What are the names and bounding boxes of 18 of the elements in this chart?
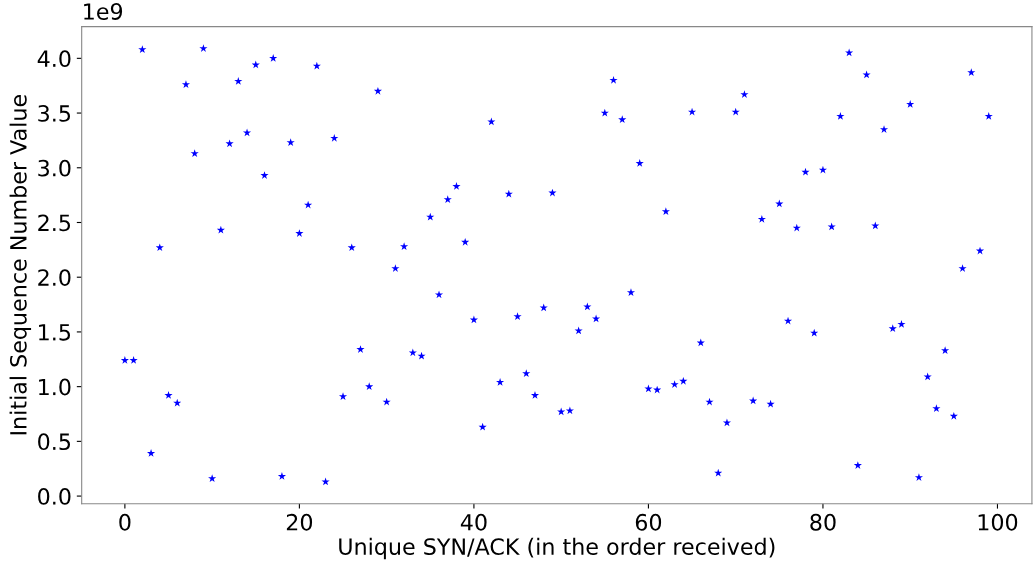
y-tick-label: 3.0 [38,159,71,177]
text: 1e9 [84,3,123,20]
x-tick-label: 60 [635,513,662,531]
x-tick-label: 40 [460,513,487,531]
x-tick-label: 100 [978,513,1018,531]
x-tick-label: 0 [119,513,131,531]
y-axis-title: Initial Sequence Number Value [9,95,32,435]
y-tick-label: 1.5 [39,324,71,341]
y-tick-label: 3.5 [38,105,71,122]
y-tick-label: 2.0 [38,269,71,286]
x-tick-label: 20 [286,513,313,531]
y-tick-label: 4.0 [37,50,71,68]
y-tick-label: 0.0 [38,488,71,505]
x-tick-label: 80 [810,513,836,531]
y-tick-label: 1.0 [39,378,71,396]
y-tick-label: 2.5 [38,214,71,232]
y-tick-label: 0.5 [38,433,71,451]
x-axis-title: Unique SYN/ACK (in the order received) [339,537,775,560]
